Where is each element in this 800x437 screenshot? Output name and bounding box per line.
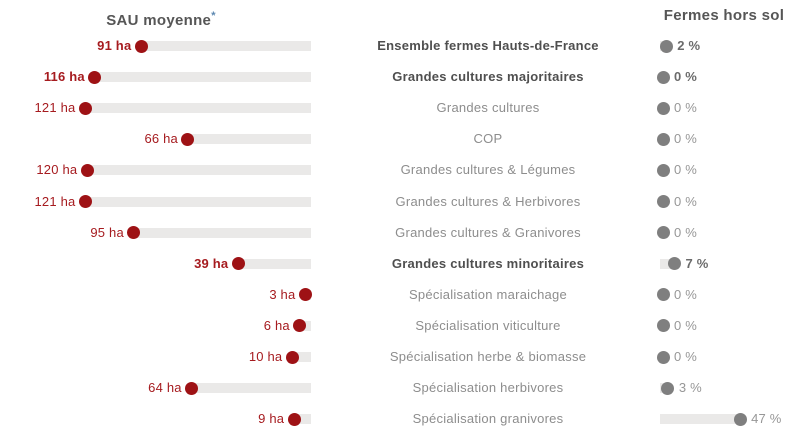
- sau-bar: [133, 227, 311, 238]
- horssol-dot: [656, 70, 670, 84]
- horssol-dot: [656, 101, 670, 115]
- sau-value-label: 121 ha: [34, 100, 76, 116]
- sau-dot: [185, 381, 199, 395]
- sau-dot: [293, 319, 307, 333]
- horssol-value-label: 3 %: [678, 380, 702, 396]
- category-label: Spécialisation herbe & biomasse: [389, 349, 587, 364]
- right-axis-title: Fermes hors sol: [663, 7, 785, 24]
- sau-dot: [298, 288, 312, 302]
- category-label: Spécialisation viticulture: [415, 317, 561, 333]
- horssol-value-label: 0 %: [674, 349, 698, 364]
- sau-dot: [231, 257, 245, 271]
- horssol-dot: [656, 226, 670, 240]
- sau-dot: [287, 412, 301, 426]
- horssol-value-label: 47 %: [751, 411, 782, 427]
- horssol-value-label: 0 %: [674, 224, 698, 240]
- sau-dot: [78, 101, 92, 115]
- category-label: Spécialisation granivores: [412, 411, 564, 427]
- sau-bar: [238, 258, 311, 269]
- sau-dot: [181, 132, 195, 146]
- footnote-asterisk: *: [211, 10, 216, 22]
- horssol-dot: [733, 412, 747, 426]
- category-label: Grandes cultures & Légumes: [400, 162, 576, 178]
- sau-value-label: 120 ha: [36, 162, 78, 178]
- horssol-dot: [656, 195, 670, 208]
- horssol-value-label: 0 %: [674, 286, 698, 302]
- category-label: Grandes cultures majoritaires: [392, 69, 584, 85]
- sau-bar: [294, 414, 311, 425]
- sau-value-label: 9 ha: [258, 411, 285, 427]
- sau-dot: [285, 350, 299, 364]
- horssol-value-label: 0 %: [674, 317, 698, 333]
- sau-dot: [80, 163, 94, 177]
- horssol-bar: [660, 258, 675, 269]
- horssol-dot: [656, 350, 670, 364]
- sau-bar: [85, 103, 311, 114]
- category-label: Spécialisation herbivores: [412, 380, 564, 396]
- horssol-dot: [656, 132, 670, 146]
- sau-value-label: 39 ha: [194, 255, 229, 271]
- sau-value-label: 6 ha: [263, 317, 290, 333]
- horssol-dot: [656, 319, 670, 333]
- sau-value-label: 121 ha: [34, 193, 76, 209]
- sau-value-label: 91 ha: [97, 38, 132, 53]
- sau-bar: [87, 165, 311, 176]
- sau-bar: [191, 383, 311, 394]
- category-label: COP: [473, 131, 503, 147]
- left-axis-title-text: SAU moyenne: [106, 12, 212, 29]
- category-label: Grandes cultures: [436, 100, 540, 116]
- horssol-dot: [667, 257, 681, 271]
- category-label: Ensemble fermes Hauts-de-France: [377, 38, 599, 53]
- horssol-value-label: 2 %: [677, 38, 701, 53]
- horssol-value-label: 0 %: [674, 100, 698, 116]
- horssol-dot: [656, 288, 670, 302]
- sau-dot: [127, 226, 141, 240]
- sau-value-label: 10 ha: [248, 349, 283, 364]
- sau-bar: [94, 72, 311, 83]
- sau-value-label: 64 ha: [148, 380, 182, 396]
- sau-value-label: 95 ha: [90, 224, 124, 240]
- horssol-value-label: 0 %: [674, 69, 698, 85]
- category-label: Spécialisation maraichage: [408, 286, 567, 302]
- horssol-dot: [659, 39, 673, 53]
- horssol-value-label: 0 %: [674, 193, 698, 209]
- sau-bar: [141, 41, 311, 51]
- horssol-dot: [661, 381, 675, 395]
- category-label: Grandes cultures & Granivores: [395, 224, 581, 240]
- horssol-bar: [660, 414, 741, 425]
- category-label: Grandes cultures minoritaires: [391, 255, 585, 271]
- horssol-dot: [656, 163, 670, 177]
- sau-bar: [85, 196, 311, 207]
- category-label: Grandes cultures & Herbivores: [395, 193, 581, 209]
- sau-bar: [187, 134, 311, 145]
- sau-dot: [78, 195, 92, 208]
- sau-dot: [134, 39, 148, 53]
- sau-bar: [292, 352, 311, 362]
- sau-value-label: 66 ha: [144, 131, 178, 147]
- horssol-value-label: 7 %: [685, 255, 709, 271]
- sau-dot: [88, 70, 102, 84]
- horssol-value-label: 0 %: [674, 162, 698, 178]
- left-axis-title: SAU moyenne*: [0, 6, 322, 29]
- horssol-value-label: 0 %: [674, 131, 698, 147]
- sau-value-label: 3 ha: [269, 286, 296, 302]
- sau-value-label: 116 ha: [43, 69, 85, 85]
